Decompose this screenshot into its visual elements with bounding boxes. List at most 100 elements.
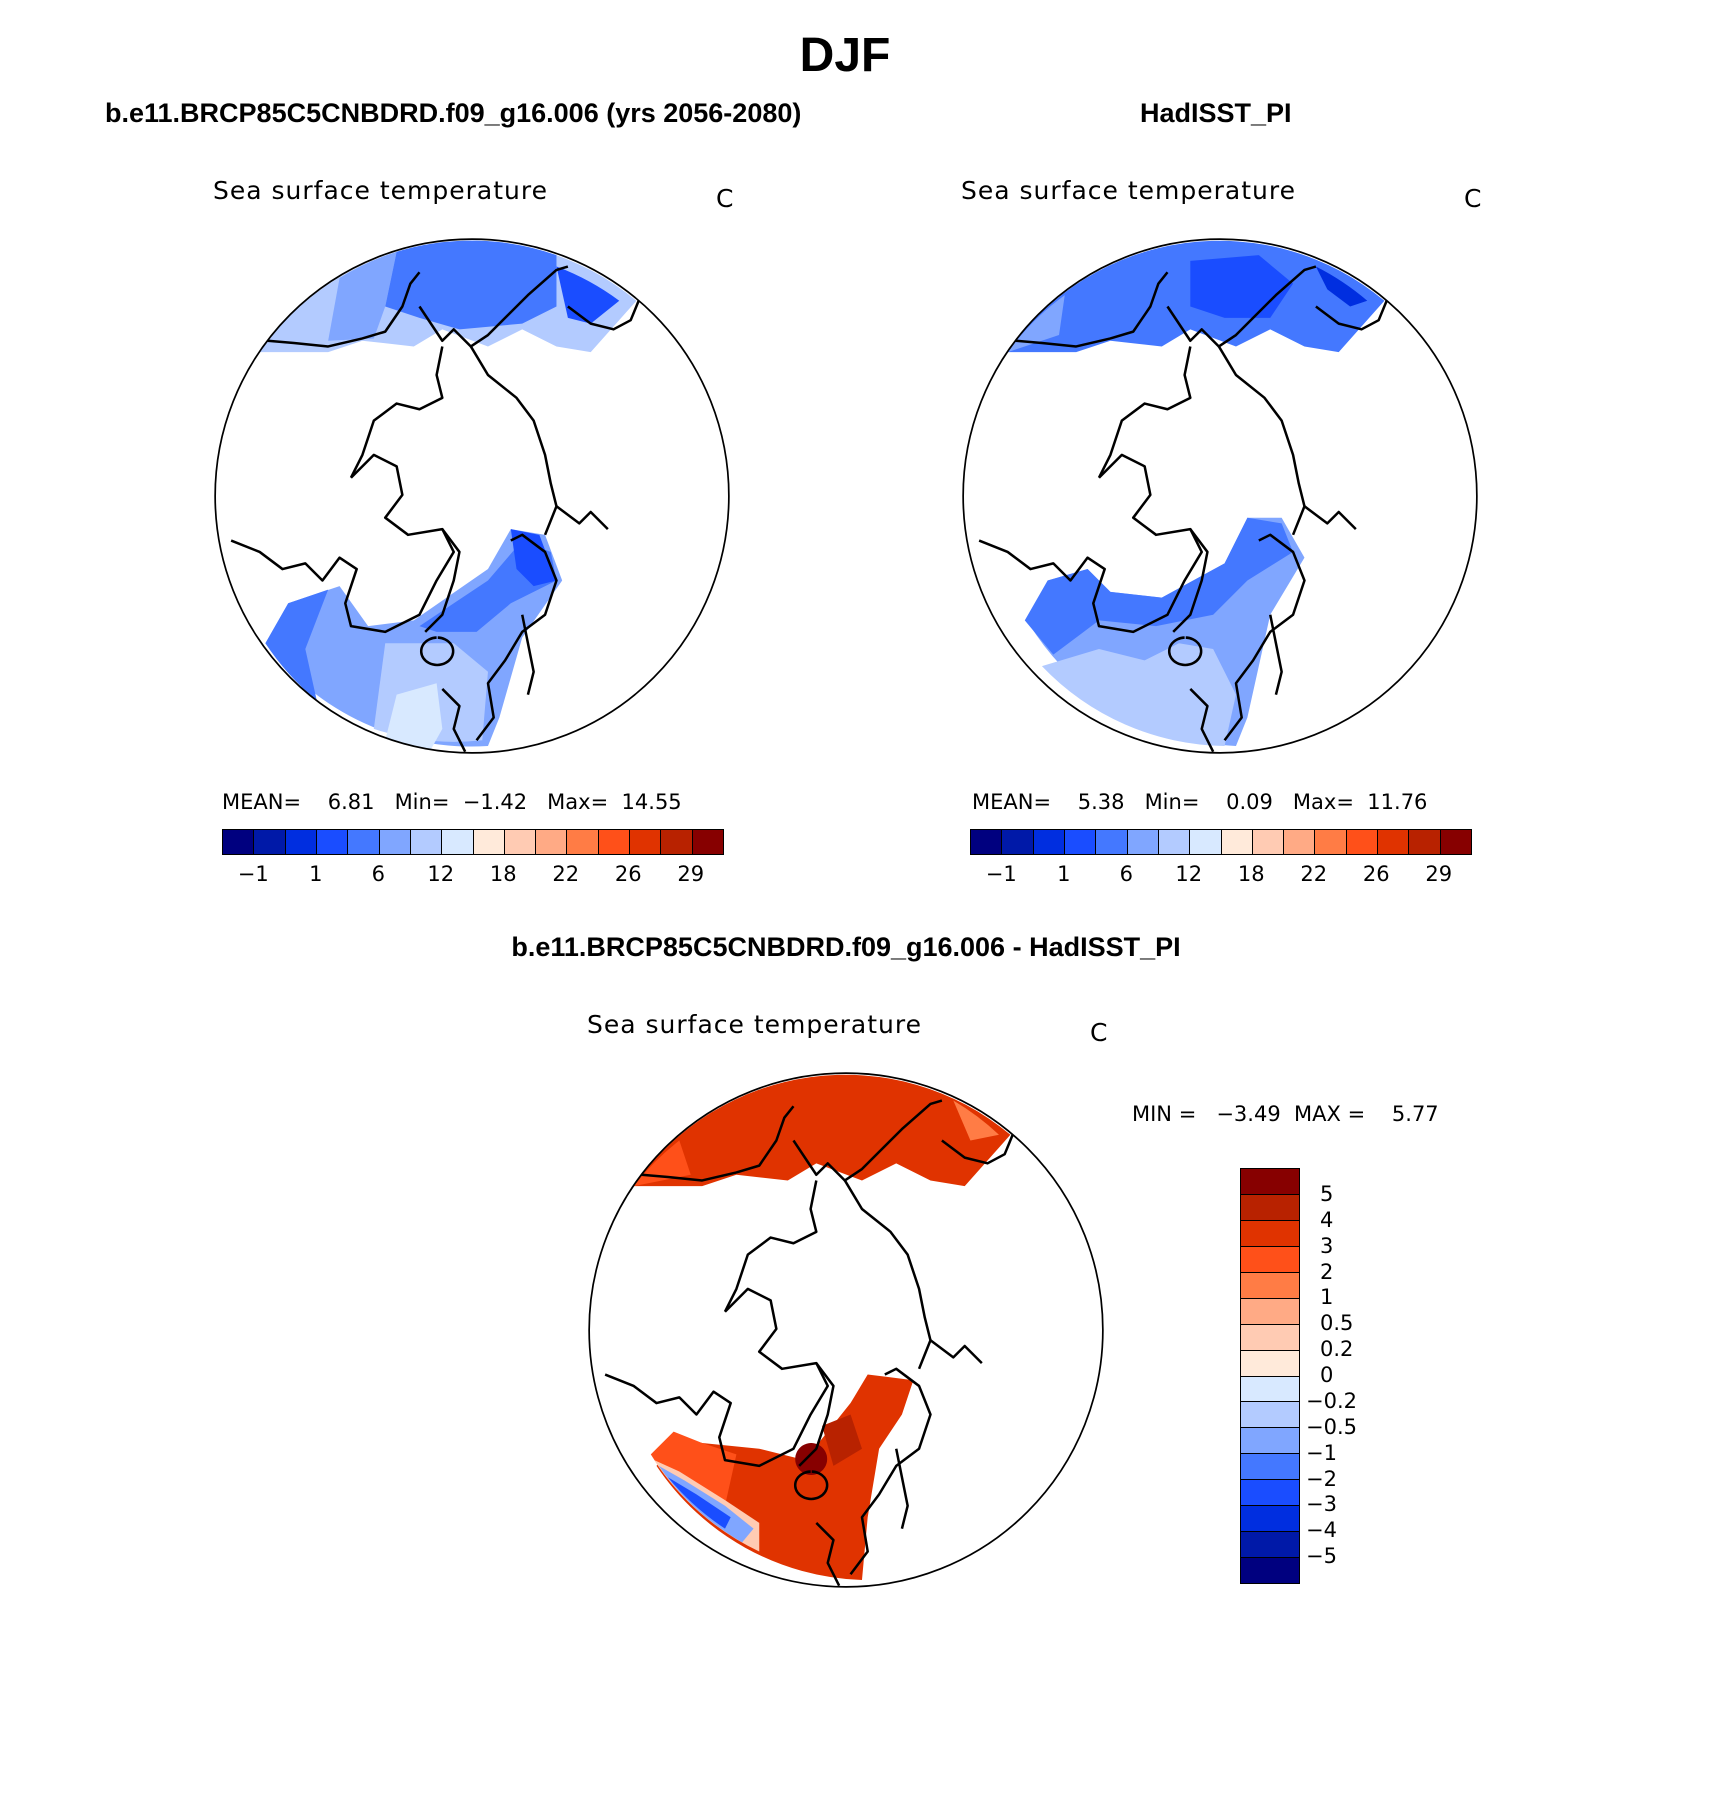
colorbar-box — [1241, 1480, 1299, 1507]
colorbar-tick-label: 3 — [1320, 1233, 1334, 1258]
sst-region — [328, 251, 397, 341]
colorbar-box — [504, 830, 537, 854]
colorbar-box — [1096, 830, 1128, 854]
sst-region — [510, 529, 557, 587]
sst-region — [953, 1100, 999, 1141]
colorbar-tick-label: 1 — [1057, 862, 1071, 886]
coastline — [941, 1134, 1014, 1165]
colorbar-box — [1241, 1169, 1299, 1195]
colorbar-tick-label: 1 — [309, 862, 323, 886]
sst-region — [1024, 517, 1294, 655]
panel3-variable: Sea surface temperature — [587, 1010, 922, 1039]
colorbar-box — [1190, 830, 1222, 854]
mean-value: 5.38 — [1077, 790, 1125, 814]
colorbar-tick-label: −0.2 — [1306, 1388, 1357, 1413]
colorbar-tick-label: −1 — [985, 862, 1017, 886]
coastline — [929, 1339, 983, 1364]
max-label: Max= — [1292, 790, 1354, 814]
coastline — [794, 1470, 829, 1501]
colorbar-tick-label: −0.5 — [1306, 1414, 1357, 1439]
mean-value: 6.81 — [327, 790, 375, 814]
coastline — [849, 1367, 932, 1576]
colorbar-tick-label: −1 — [237, 862, 269, 886]
colorbar-box — [1241, 1532, 1299, 1559]
colorbar-tick-label: 1 — [1320, 1285, 1334, 1310]
coastline — [420, 636, 455, 667]
colorbar-tick-label: 4 — [1320, 1207, 1334, 1232]
coastline — [469, 345, 558, 536]
panel2-stats: MEAN= 5.38 Min= 0.09 Max= 11.76 — [972, 790, 1427, 814]
coastline — [1303, 505, 1357, 530]
min-label: MIN = — [1132, 1102, 1197, 1126]
colorbar-tick-label: 0.2 — [1320, 1337, 1354, 1362]
max-label: Max= — [547, 790, 609, 814]
coastline — [792, 1099, 943, 1182]
min-label: Min= — [394, 790, 450, 814]
colorbar-box — [1241, 1402, 1299, 1429]
colorbar-tick-label: 29 — [1425, 862, 1453, 886]
colorbar-tick-label: −4 — [1306, 1518, 1337, 1543]
mean-label: MEAN= — [222, 790, 302, 814]
colorbar-box — [1409, 830, 1441, 854]
colorbar-tick-label: 18 — [489, 862, 517, 886]
colorbar-box — [410, 830, 443, 854]
map-boundary — [962, 238, 1478, 754]
map-boundary — [214, 238, 730, 754]
sst-region — [795, 1443, 828, 1475]
coastline — [267, 271, 421, 348]
panel1-stats: MEAN= 6.81 Min= −1.42 Max= 14.55 — [222, 790, 682, 814]
colorbar-tick-label: 2 — [1320, 1259, 1334, 1284]
colorbar-box — [598, 830, 631, 854]
colorbar-box — [473, 830, 505, 854]
panel3-map — [588, 1072, 1104, 1588]
sst-region — [385, 683, 443, 750]
coastline — [604, 1287, 829, 1468]
colorbar-box — [1064, 830, 1097, 854]
colorbar-box — [661, 830, 693, 854]
map-fields — [230, 240, 640, 753]
min-value: −1.42 — [462, 790, 528, 814]
colorbar-box — [1241, 1220, 1299, 1247]
colorbar-box — [285, 830, 317, 854]
coastline — [815, 1522, 841, 1587]
min-value: −3.49 — [1216, 1102, 1281, 1126]
sst-region — [1315, 266, 1368, 307]
sst-region — [259, 283, 340, 353]
coastline — [798, 1362, 835, 1467]
coastline — [978, 453, 1203, 634]
colorbar-box — [1241, 1454, 1299, 1481]
coastline — [424, 528, 461, 633]
coastline — [1172, 528, 1209, 633]
colorbar-box — [379, 830, 411, 854]
max-value: 14.55 — [621, 790, 682, 814]
colorbar-tick-label: 6 — [371, 862, 385, 886]
colorbar-tick-label: 22 — [552, 862, 580, 886]
coastline — [1166, 265, 1317, 348]
colorbar-box — [1346, 830, 1379, 854]
coastline — [1217, 345, 1306, 536]
colorbar-tick-label: 5 — [1320, 1181, 1334, 1206]
coastline — [894, 1448, 909, 1529]
map-fields — [978, 240, 1388, 753]
coastline — [1168, 636, 1203, 667]
coastline — [843, 1179, 932, 1370]
coastline — [349, 346, 444, 479]
colorbar-box — [1284, 830, 1316, 854]
colorbar-box — [1127, 830, 1159, 854]
sst-region — [1041, 643, 1236, 747]
coastline — [1315, 300, 1388, 331]
coastline — [475, 533, 558, 742]
colorbar-box — [1241, 1298, 1299, 1325]
sst-region — [822, 1414, 862, 1466]
colorbar-box — [1440, 830, 1471, 854]
max-label: MAX = — [1294, 1102, 1366, 1126]
coastline — [520, 614, 535, 695]
panel2-map — [962, 238, 1478, 754]
colorbar-box — [567, 830, 599, 854]
sst-region — [1007, 295, 1065, 353]
colorbar-tick-label: 0 — [1320, 1363, 1334, 1387]
colorbar-tick-label: −5 — [1306, 1544, 1337, 1569]
sst-region — [667, 1477, 731, 1529]
colorbar-box — [223, 830, 255, 854]
colorbar-box — [630, 830, 662, 854]
